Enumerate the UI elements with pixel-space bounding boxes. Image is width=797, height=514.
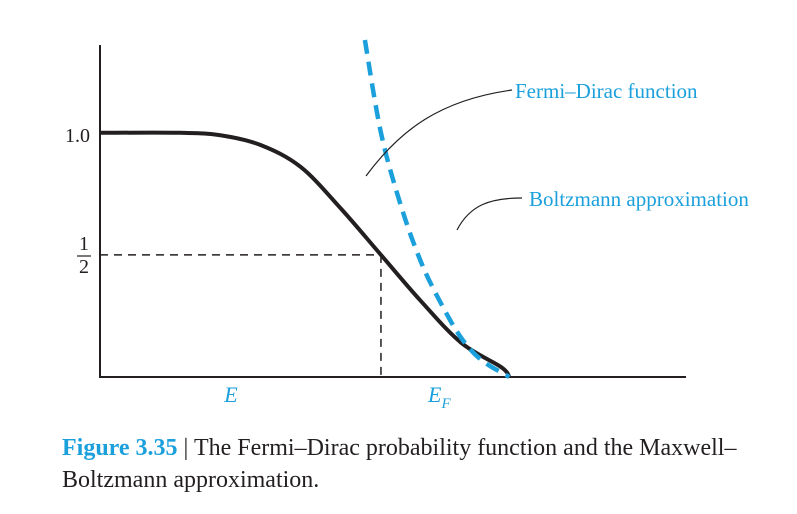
x-tick-ef-main: E (427, 382, 442, 407)
reference-lines (100, 254, 382, 377)
annotations: Fermi–Dirac function Boltzmann approxima… (365, 79, 749, 231)
fermi-dirac-chart: 1.0 1 2 E EF Fermi–Dirac function Boltzm… (65, 39, 749, 412)
x-tick-ef-sub: F (440, 396, 451, 412)
boltzmann-label: Boltzmann approximation (529, 187, 749, 211)
y-tick-half-denominator: 2 (79, 256, 89, 278)
x-tick-label-e: E (223, 382, 238, 407)
axes (99, 45, 686, 378)
x-tick-label-ef: EF (427, 382, 451, 412)
y-tick-half-numerator: 1 (79, 233, 89, 255)
series-layer (99, 39, 512, 379)
caption-text: The Fermi–Dirac probability function and… (62, 435, 737, 493)
fermi-dirac-leader-line (365, 89, 513, 177)
figure-caption: Figure 3.35 | The Fermi–Dirac probabilit… (62, 432, 782, 496)
tick-labels: 1.0 1 2 E EF (65, 125, 451, 412)
boltzmann-curve (362, 39, 511, 379)
caption-separator: | (183, 435, 189, 461)
y-tick-label-1: 1.0 (65, 125, 90, 147)
boltzmann-leader-line (456, 197, 523, 231)
fermi-dirac-label: Fermi–Dirac function (515, 79, 698, 103)
figure-number: Figure 3.35 (62, 435, 178, 461)
